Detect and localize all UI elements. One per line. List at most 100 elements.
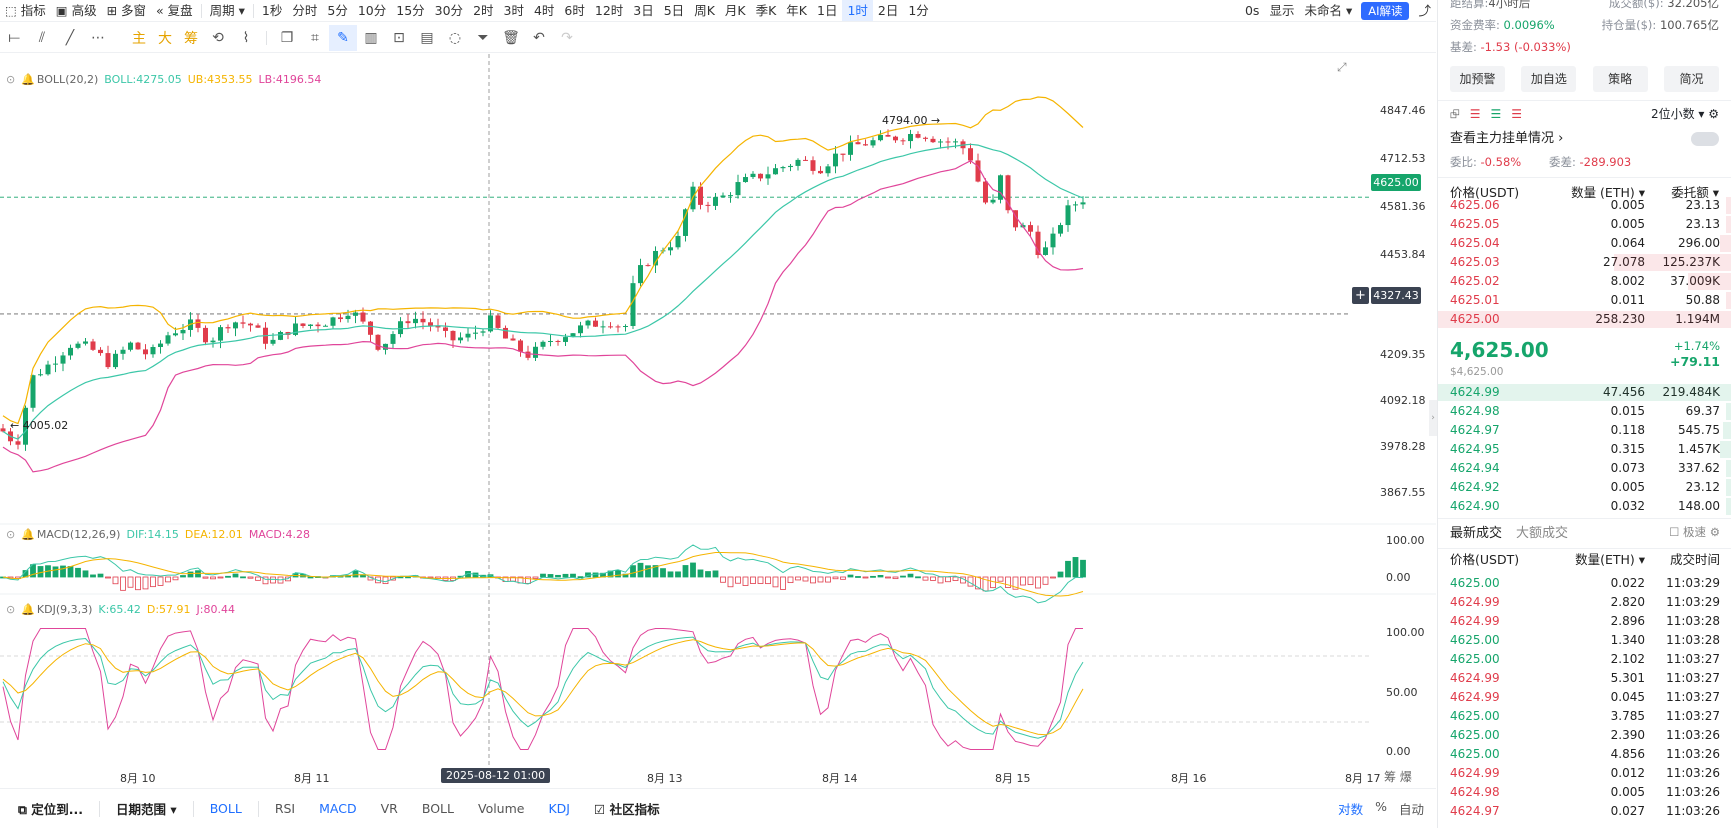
orderbook-mode-both-icon[interactable]: ⮺	[1450, 107, 1470, 121]
orderbook-mode-asks-icon[interactable]: ☰	[1511, 107, 1532, 121]
fullscreen-icon[interactable]: ⤢	[1337, 60, 1347, 74]
chip-distribution-toggle[interactable]: 筹	[184, 30, 198, 47]
orderbook-settings-icon[interactable]: ⚙	[1708, 107, 1719, 121]
orderbook-row[interactable]: 4624.99 2.820 11:03:29	[1450, 595, 1720, 609]
bell-icon[interactable]: 🔔	[21, 73, 35, 86]
horizontal-line-tool-icon[interactable]: ⟝	[8, 29, 20, 46]
period-18[interactable]: 周K	[694, 2, 715, 18]
orderbook-row[interactable]: 4624.99 0.012 11:03:26	[1450, 766, 1720, 780]
depth-link[interactable]: 查看主力挂单情况 ›	[1450, 131, 1564, 146]
fast-mode-checkbox[interactable]: ☐ 极速 ⚙	[1669, 524, 1720, 539]
chart-settings-glyphs[interactable]: 筹 爆	[1384, 770, 1412, 784]
orderbook-row[interactable]: 4624.97 0.118 545.75	[1438, 421, 1731, 440]
period-0[interactable]: ⬚ 指标	[5, 2, 46, 18]
period-5[interactable]: 1秒	[261, 2, 283, 18]
period-22[interactable]: 1日	[817, 2, 838, 18]
share-icon[interactable]: ⤴	[1418, 2, 1431, 18]
period-16[interactable]: 3日	[633, 2, 654, 18]
date-range-button[interactable]: 日期范围 ▾	[116, 802, 177, 817]
period-20[interactable]: 季K	[755, 2, 777, 18]
orderbook-mode-split-icon[interactable]: ☰	[1469, 107, 1491, 121]
period-6[interactable]: 分时	[292, 2, 318, 18]
add-alert-button[interactable]: 加预警	[1450, 66, 1505, 92]
candle-icon[interactable]: ▥	[364, 29, 378, 46]
top-right-1[interactable]: 显示	[1269, 2, 1295, 18]
orderbook-row[interactable]: 4624.92 0.005 23.12	[1438, 478, 1731, 497]
orderbook-row[interactable]: 4624.97 0.027 11:03:26	[1450, 804, 1720, 818]
period-11[interactable]: 2时	[473, 2, 494, 18]
lock-icon[interactable]: ⊡	[393, 29, 405, 46]
orderbook-row[interactable]: 4624.95 0.315 1.457K	[1438, 440, 1731, 459]
ai-analysis-button[interactable]: AI解读	[1361, 1, 1410, 20]
period-23[interactable]: 1时	[842, 0, 873, 21]
orderbook-row[interactable]: 4624.99 47.456 219.484K	[1438, 383, 1731, 402]
overview-button[interactable]: 简况	[1663, 66, 1719, 92]
orderbook-row[interactable]: 4625.00 2.102 11:03:27	[1450, 652, 1720, 666]
period-3[interactable]: « 复盘	[156, 2, 193, 18]
orderbook-row[interactable]: 4625.06 0.005 23.13	[1438, 196, 1731, 215]
orderbook-row[interactable]: 4624.99 2.896 11:03:28	[1450, 614, 1720, 628]
orderbook-row[interactable]: 4624.90 0.032 148.00	[1438, 497, 1731, 516]
collapse-panel-handle[interactable]: ›	[1429, 400, 1437, 436]
orderbook-row[interactable]: 4625.00 2.390 11:03:26	[1450, 728, 1720, 742]
period-2[interactable]: ⊞ 多窗	[106, 2, 147, 18]
period-9[interactable]: 15分	[396, 2, 425, 18]
orderbook-row[interactable]: 4625.00 3.785 11:03:27	[1450, 709, 1720, 723]
top-right-0[interactable]: 0s	[1244, 2, 1260, 18]
tab-large-trades[interactable]: 大额成交	[1516, 526, 1569, 541]
trades-settings-icon[interactable]: ⚙	[1709, 524, 1720, 539]
orderbook-row[interactable]: 4624.99 5.301 11:03:27	[1450, 671, 1720, 685]
precision-select[interactable]: 2位小数	[1650, 107, 1695, 121]
ruler-icon[interactable]: ⌗	[311, 29, 319, 46]
period-10[interactable]: 30分	[434, 2, 464, 18]
period-25[interactable]: 1分	[908, 2, 929, 18]
period-21[interactable]: 年K	[786, 2, 807, 18]
add-line-icon[interactable]: +	[1352, 287, 1369, 304]
period-12[interactable]: 3时	[503, 2, 524, 18]
note-icon[interactable]: ▤	[420, 29, 434, 46]
parallel-line-tool-icon[interactable]: ⫽	[38, 29, 46, 46]
tab-volume[interactable]: Volume	[477, 801, 525, 816]
orderbook-row[interactable]: 4624.99 0.045 11:03:27	[1450, 690, 1720, 704]
period-15[interactable]: 12时	[594, 2, 624, 18]
sync-icon[interactable]: ⟲	[212, 29, 224, 46]
trend-line-tool-icon[interactable]: ╱	[65, 29, 75, 46]
period-13[interactable]: 4时	[533, 2, 555, 18]
orderbook-row[interactable]: 4625.00 1.340 11:03:28	[1450, 633, 1720, 647]
large-order-toggle[interactable]: 大	[158, 30, 172, 47]
period-4[interactable]: 周期 ▾	[209, 2, 245, 18]
filter-icon[interactable]: ⏷	[477, 29, 489, 46]
orderbook-row[interactable]: 4624.98 0.015 69.37	[1438, 402, 1731, 421]
period-24[interactable]: 2日	[877, 2, 899, 18]
undo-icon[interactable]: ↶	[533, 29, 545, 46]
layers-icon[interactable]: ❐	[280, 29, 294, 46]
orderbook-row[interactable]: 4624.98 0.005 11:03:26	[1450, 785, 1720, 799]
top-right-2[interactable]: 未命名 ▾	[1304, 2, 1353, 18]
community-indicator-button[interactable]: ☑ 社区指标	[594, 802, 660, 817]
period-19[interactable]: 月K	[724, 2, 746, 18]
orderbook-row[interactable]: 4625.03 27.078 125.237K	[1438, 253, 1731, 272]
period-14[interactable]: 6时	[564, 2, 585, 18]
tab-boll[interactable]: BOLL	[421, 801, 454, 816]
period-1[interactable]: ▣ 高级	[55, 2, 97, 18]
eye-icon[interactable]: ⊙	[6, 73, 16, 86]
main-indicator-toggle[interactable]: 主	[132, 30, 146, 47]
tab-macd[interactable]: MACD	[319, 801, 357, 816]
more-tools-icon[interactable]: ⋯	[91, 29, 105, 46]
orderbook-row[interactable]: 4625.00 258.230 1.194M	[1438, 310, 1731, 329]
period-17[interactable]: 5日	[663, 2, 685, 18]
auto-scale-toggle[interactable]: 自动	[1398, 802, 1424, 817]
depth-toggle[interactable]	[1691, 132, 1719, 146]
log-scale-toggle[interactable]: 对数	[1338, 802, 1364, 817]
period-7[interactable]: 5分	[327, 2, 348, 18]
brush-icon[interactable]: ⌇	[242, 29, 250, 46]
tab-vr[interactable]: VR	[380, 801, 398, 816]
trash-icon[interactable]: 🗑	[502, 29, 520, 46]
locate-button[interactable]: ⧉ 定位到...	[18, 802, 84, 817]
orderbook-row[interactable]: 4625.00 0.022 11:03:29	[1450, 576, 1720, 590]
percent-scale-toggle[interactable]: %	[1375, 799, 1387, 814]
orderbook-row[interactable]: 4625.05 0.005 23.13	[1438, 215, 1731, 234]
add-watchlist-button[interactable]: 加自选	[1521, 66, 1577, 92]
redo-icon[interactable]: ↷	[561, 29, 573, 46]
period-8[interactable]: 10分	[357, 2, 387, 18]
